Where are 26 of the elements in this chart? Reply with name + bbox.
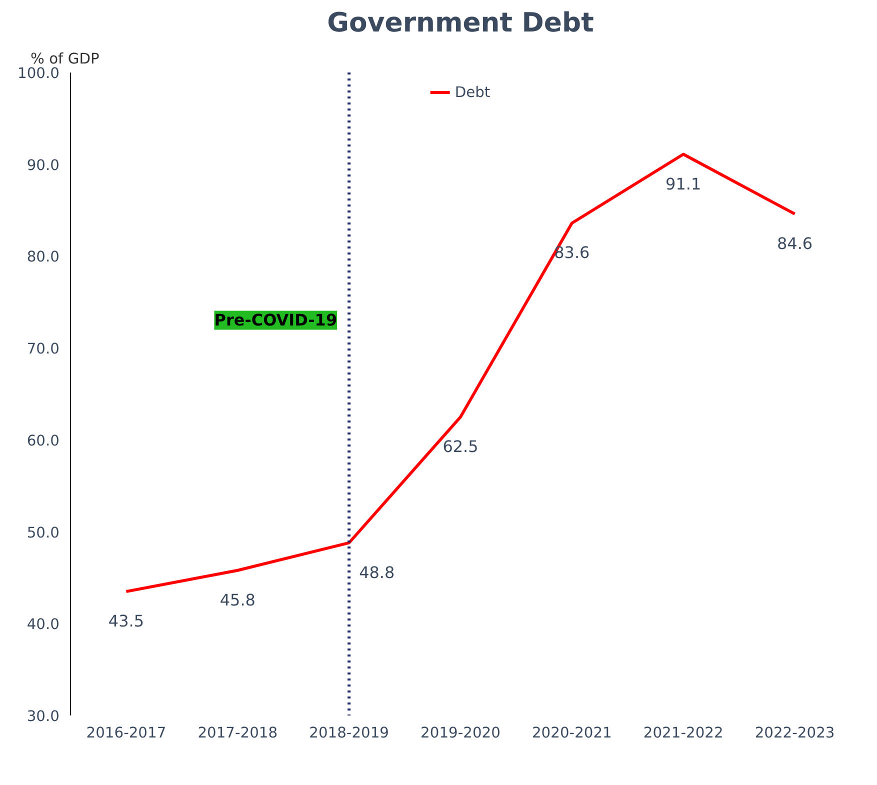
- y-tick-label: 60.0: [26, 432, 60, 450]
- legend-label: Debt: [454, 84, 490, 100]
- data-label: 48.8: [359, 562, 395, 582]
- x-tick-label: 2017-2018: [198, 724, 278, 742]
- y-tick-label: 90.0: [26, 156, 60, 174]
- data-label: 83.6: [554, 243, 590, 262]
- x-tick-label: 2018-2019: [309, 724, 390, 742]
- y-tick-label: 30.0: [26, 708, 60, 725]
- y-tick-label: 80.0: [26, 248, 60, 266]
- y-tick-label: 100.0: [18, 65, 60, 82]
- data-label: 45.8: [220, 590, 256, 610]
- x-tick-label: 2016-2017: [86, 724, 166, 742]
- y-tick-label: 70.0: [26, 340, 60, 358]
- y-axis-title: % of GDP: [30, 50, 100, 68]
- data-label: 84.6: [776, 234, 813, 253]
- x-tick-label: 2020-2021: [532, 724, 612, 742]
- x-tick-label: 2022-2023: [754, 724, 835, 742]
- chart-title: Government Debt: [327, 8, 594, 38]
- data-label: 62.5: [442, 436, 478, 456]
- data-label: 91.1: [666, 174, 702, 194]
- data-label: 43.5: [108, 611, 144, 630]
- x-tick-label: 2019-2020: [420, 724, 500, 742]
- y-tick-label: 40.0: [26, 616, 60, 634]
- ref-line-label: Pre-COVID-19: [214, 310, 338, 330]
- x-tick-label: 2021-2022: [643, 724, 724, 742]
- y-tick-label: 50.0: [26, 524, 60, 542]
